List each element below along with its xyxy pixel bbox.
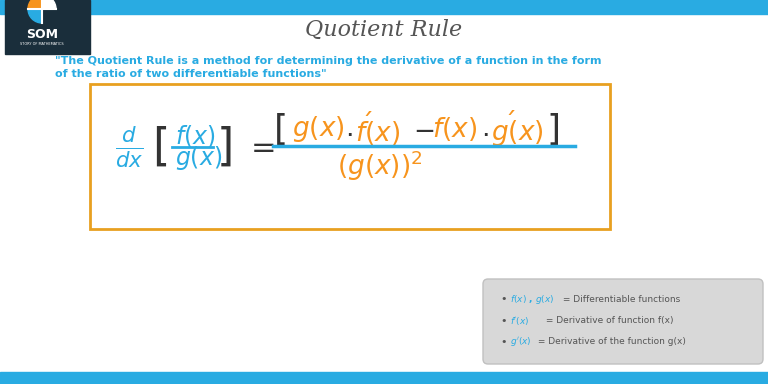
Text: $\mathit{g(x)}$: $\mathit{g(x)}$ xyxy=(292,114,345,144)
Text: $\mathit{g(x)}$: $\mathit{g(x)}$ xyxy=(175,144,222,172)
Text: Quotient Rule: Quotient Rule xyxy=(306,19,462,41)
Text: $]$: $]$ xyxy=(216,125,231,169)
Text: $\mathit{g\'(x)}$: $\mathit{g\'(x)}$ xyxy=(491,109,544,149)
Text: $.$: $.$ xyxy=(345,116,353,141)
Bar xyxy=(0,0,768,14)
FancyBboxPatch shape xyxy=(5,0,90,54)
Text: "The Quotient Rule is a method for determining the derivative of a function in t: "The Quotient Rule is a method for deter… xyxy=(55,56,601,66)
Text: $=$: $=$ xyxy=(245,131,275,162)
FancyBboxPatch shape xyxy=(483,279,763,364)
Text: = Derivative of function f(x): = Derivative of function f(x) xyxy=(543,316,674,326)
Text: $[$: $[$ xyxy=(273,111,286,147)
Text: $.$: $.$ xyxy=(481,116,488,141)
Bar xyxy=(0,372,768,384)
Text: = Differentiable functions: = Differentiable functions xyxy=(560,295,680,303)
Text: $]$: $]$ xyxy=(546,111,559,147)
Wedge shape xyxy=(42,9,56,23)
Wedge shape xyxy=(28,0,42,9)
Text: = Derivative of the function g(x): = Derivative of the function g(x) xyxy=(535,338,686,346)
Text: $\mathit{(g(x))^2}$: $\mathit{(g(x))^2}$ xyxy=(337,149,423,183)
Text: •: • xyxy=(500,316,507,326)
Text: $\mathit{f(x)}$ , $\mathit{g(x)}$: $\mathit{f(x)}$ , $\mathit{g(x)}$ xyxy=(510,293,554,306)
Text: SOM: SOM xyxy=(26,28,58,40)
Text: •: • xyxy=(500,294,507,304)
Text: of the ratio of two differentiable functions": of the ratio of two differentiable funct… xyxy=(55,69,326,79)
Text: •: • xyxy=(500,337,507,347)
Text: $[$: $[$ xyxy=(152,125,167,169)
Text: $-$: $-$ xyxy=(413,116,434,141)
Text: STORY OF MATHEMATICS: STORY OF MATHEMATICS xyxy=(20,42,64,46)
Text: $\mathit{f\'(x)}$: $\mathit{f\'(x)}$ xyxy=(355,110,400,148)
Text: $\mathit{g'(x)}$: $\mathit{g'(x)}$ xyxy=(510,336,531,349)
Wedge shape xyxy=(42,0,56,9)
FancyBboxPatch shape xyxy=(90,84,610,229)
Text: $\mathit{f'(x)}$: $\mathit{f'(x)}$ xyxy=(510,315,529,327)
Text: $\frac{d}{dx}$: $\frac{d}{dx}$ xyxy=(115,124,144,170)
Text: $\mathit{f(x)}$: $\mathit{f(x)}$ xyxy=(432,115,477,143)
Wedge shape xyxy=(28,9,42,23)
Text: $\mathit{f(x)}$: $\mathit{f(x)}$ xyxy=(175,123,216,149)
